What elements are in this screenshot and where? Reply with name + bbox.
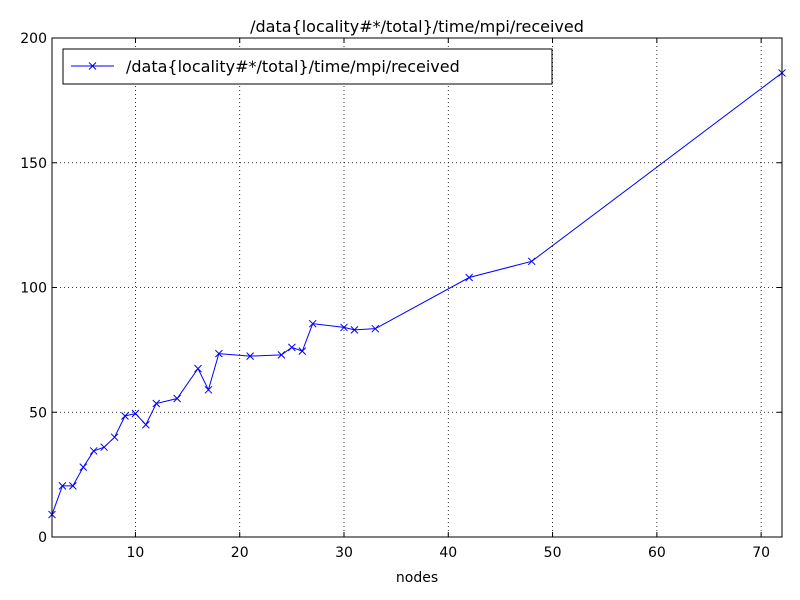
x-tick-label: 40 xyxy=(439,545,457,561)
x-tick-label: 70 xyxy=(752,545,770,561)
legend-box xyxy=(62,48,553,85)
y-tick-label: 200 xyxy=(20,31,47,47)
data-point-marker xyxy=(69,481,77,490)
legend-label: /data{locality#*/total}/time/mpi/receive… xyxy=(126,57,460,76)
legend: /data{locality#*/total}/time/mpi/receive… xyxy=(62,48,553,85)
y-tick-label: 50 xyxy=(29,405,47,421)
data-point-marker xyxy=(194,364,202,373)
data-point-marker xyxy=(89,447,98,455)
data-point-marker xyxy=(204,385,213,394)
data-point-marker xyxy=(465,273,473,282)
data-point-marker xyxy=(110,433,119,442)
data-point-marker xyxy=(371,324,380,333)
data-point-marker xyxy=(527,257,536,266)
data-point-marker xyxy=(308,319,317,328)
x-axis-label: nodes xyxy=(396,570,438,586)
x-tick-label: 50 xyxy=(544,545,562,561)
data-point-marker xyxy=(350,326,359,334)
data-point-marker xyxy=(58,481,67,490)
y-tick-label: 150 xyxy=(20,156,47,172)
data-point-marker xyxy=(277,351,286,359)
grid-lines xyxy=(52,38,782,537)
data-point-marker xyxy=(121,412,129,420)
series-line xyxy=(51,72,783,515)
y-tick-label: 0 xyxy=(38,530,47,546)
x-tick-label: 10 xyxy=(127,545,145,561)
data-point-marker xyxy=(79,463,88,471)
data-point-marker xyxy=(100,443,108,452)
data-point-marker xyxy=(298,347,307,355)
legend-marker xyxy=(88,62,97,70)
y-tick-label: 100 xyxy=(20,281,47,297)
axis-ticks: 10 20 30 40 50 60 70 0 50 100 150 200 xyxy=(20,31,782,561)
legend-symbol xyxy=(71,62,114,70)
series-layer xyxy=(48,69,786,519)
data-point-marker xyxy=(340,323,348,332)
data-point-marker xyxy=(246,352,254,360)
chart-title: /data{locality#*/total}/time/mpi/receive… xyxy=(250,17,584,36)
data-point-marker xyxy=(131,409,140,418)
x-tick-label: 20 xyxy=(231,545,249,561)
data-point-marker xyxy=(215,349,223,358)
x-tick-label: 30 xyxy=(335,545,353,561)
x-tick-label: 60 xyxy=(648,545,666,561)
data-point-marker xyxy=(288,343,296,352)
data-point-marker xyxy=(173,394,181,403)
data-point-marker xyxy=(142,420,150,429)
data-point-marker xyxy=(152,399,161,408)
